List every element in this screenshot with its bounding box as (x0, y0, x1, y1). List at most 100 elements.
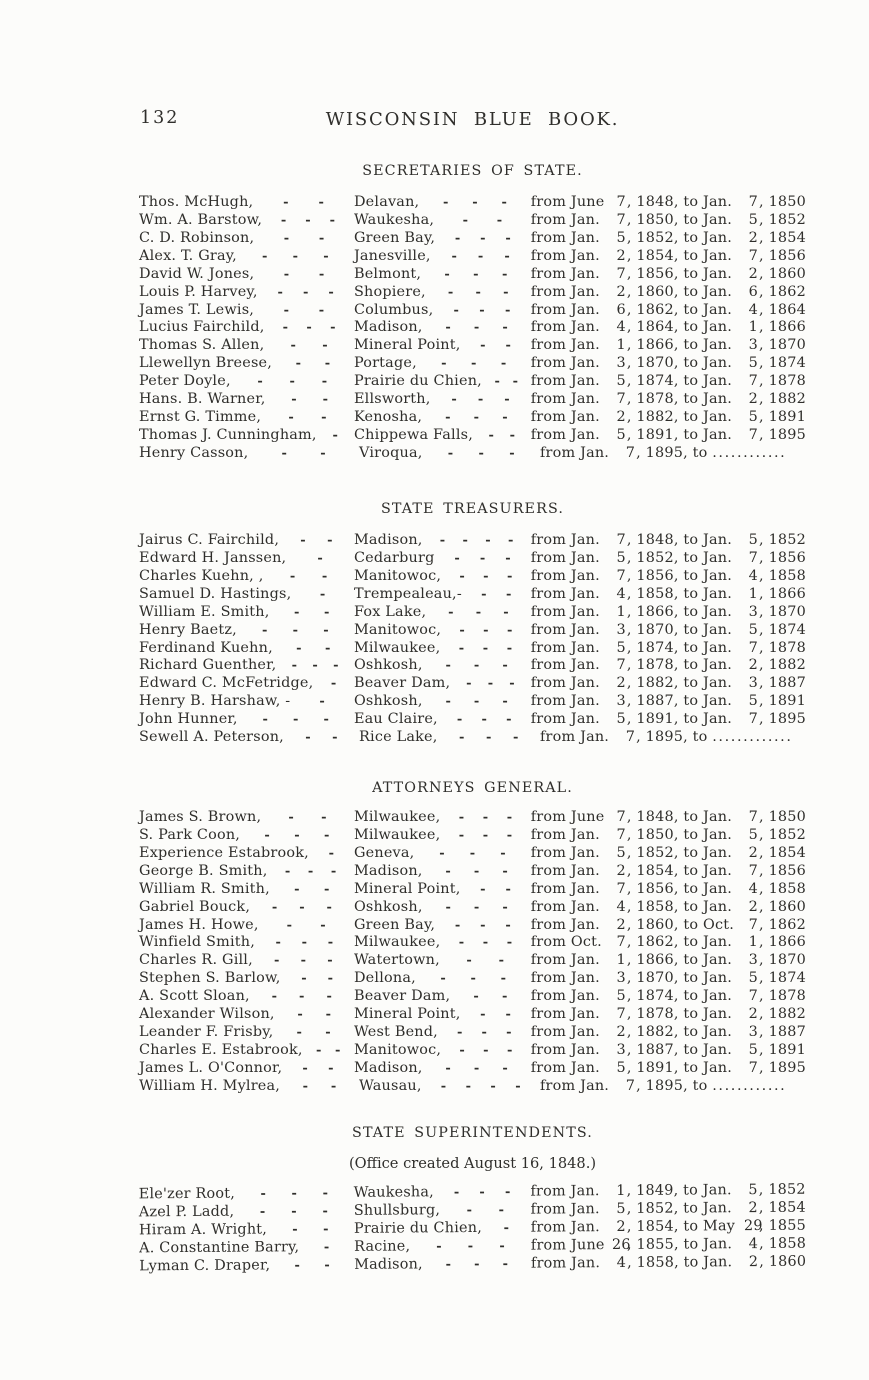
leader-dash: - (459, 1042, 465, 1058)
leader-dash: - (271, 899, 278, 915)
term-from-month: Jan. (570, 247, 600, 264)
officer-name-cell: Stephen S. Barlow, - - (139, 970, 354, 988)
leader-dash: - (334, 1042, 341, 1058)
leader-dashes: - (299, 1239, 354, 1257)
leader-dash: - (291, 392, 297, 408)
leader-dash: - (289, 568, 296, 584)
officer-name: Henry B. Harshaw, - (139, 693, 291, 710)
officer-city: Kenosha, (353, 409, 423, 426)
leader-dashes: --- (423, 863, 531, 881)
term-to-day: 2 (748, 657, 759, 674)
officer-city-cell: Mineral Point, - - (354, 1006, 531, 1024)
leader-dash: - (439, 845, 445, 861)
leader-dashes: ---- (422, 1078, 540, 1096)
officer-name: Richard Guenther, (139, 657, 277, 674)
leader-dashes: -- (280, 1078, 359, 1096)
leader-dashes: --- (423, 1255, 531, 1274)
officer-name: Gabriel Bouck, (139, 898, 251, 915)
leader-dash: - (447, 445, 454, 461)
leader-dash: - (327, 971, 334, 987)
leader-dash: - (504, 392, 510, 408)
officer-term: from Jan. 3, 1887, to Jan. 5, 1891 (530, 693, 806, 710)
leader-dashes: --- (438, 729, 540, 747)
term-from-day: 5 (616, 229, 626, 246)
officer-term: from Jan. 2, 1854, to May 29, 1855 (530, 1217, 807, 1236)
leader-dash: - (506, 568, 513, 584)
term-from-day: 3 (616, 693, 626, 710)
term-from-day: 7 (616, 211, 626, 228)
leader-dashes: --- (426, 284, 531, 302)
leader-dash: - (445, 1060, 452, 1076)
leader-dash: - (445, 658, 452, 674)
leader-dash: - (479, 550, 486, 566)
term-to-month: Jan. (703, 567, 733, 584)
leader-dashes: -- (272, 355, 354, 373)
officer-row: Louis P. Harvey, - - - Shopiere, - - - from Jan.… (139, 284, 806, 302)
term-to-day: 2 (748, 1199, 758, 1216)
term-from-day: 7 (616, 934, 626, 951)
leader-dashes: --- (423, 1060, 531, 1078)
term-to-month: Jan. (702, 1200, 732, 1217)
leader-dash: - (289, 374, 296, 390)
officer-row: Leander F. Frisby, - - West Bend, - - - from Ja… (139, 1024, 806, 1042)
term-to-day: 2 (748, 391, 759, 408)
term-to-day: 3 (748, 1024, 759, 1041)
term-from-day: 7 (616, 567, 626, 584)
leader-dashes: -- (267, 1221, 354, 1240)
term-to-day: 4 (748, 880, 759, 897)
officer-city-cell: Fox Lake, - - - (354, 604, 531, 622)
leader-dash: - (506, 622, 513, 638)
leader-dash: - (456, 1025, 463, 1041)
officer-city-cell: Wausau, - - - - (359, 1078, 540, 1096)
leader-dashes: --- (433, 302, 530, 320)
leader-dash: - (480, 881, 486, 897)
term-from-month: Jan. (570, 988, 600, 1005)
leader-dash: - (439, 533, 446, 548)
leader-dash: - (312, 658, 318, 674)
leader-dash: - (291, 658, 298, 674)
leader-dashes: -- (273, 1024, 353, 1042)
leader-dash: - (318, 230, 325, 246)
term-from-month: Jan. (570, 265, 600, 282)
officer-row: Henry Baetz, - - - Manitowoc, - - - from Jan. 3, … (139, 622, 806, 640)
leader-dash: - (323, 248, 329, 264)
officer-city-cell: Madison, - - - (354, 863, 531, 881)
officer-name-cell: Sewell A. Peterson, - - (139, 729, 359, 747)
leader-dash: - (488, 427, 495, 443)
leader-dash: - (459, 622, 465, 638)
officer-city: Mineral Point, (353, 1006, 461, 1023)
leader-dashes: - (482, 1219, 531, 1237)
term-from-month: Jan. (570, 337, 600, 354)
leader-dash: - (330, 320, 336, 336)
term-from-day: 2 (616, 247, 626, 264)
term-from-month: Jan. (570, 229, 600, 246)
leader-dash: - (281, 445, 288, 461)
term-from-month: Jan. (570, 1059, 600, 1076)
term-to-month: Jan. (703, 711, 733, 728)
leader-dash: - (498, 1202, 505, 1218)
term-to-month: Jan. (703, 301, 733, 318)
leader-dash: - (483, 622, 489, 638)
officer-term: from Jan. 2, 1860, to Jan. 6, 1862 (530, 283, 806, 300)
officer-city: Oshkosh, (353, 898, 423, 915)
leader-dash: - (462, 533, 469, 548)
leader-dash: - (502, 410, 508, 426)
term-to-month: Jan. (703, 880, 733, 897)
term-to-day: 7 (748, 639, 759, 656)
term-from-day: 6 (616, 301, 626, 318)
term-to-month: Jan. (703, 898, 733, 915)
leader-dash: - (503, 284, 509, 300)
officer-row: William H. Mylrea, - - Wausau, - - - - from Jan.… (139, 1078, 806, 1096)
term-to-day: 3 (748, 337, 759, 354)
officer-term: from Jan. 5, 1852, to Jan. 2, 1854 (530, 1199, 806, 1218)
officer-city-cell: Belmont, - - - (354, 266, 531, 284)
officer-city-cell: Shopiere, - - - (354, 284, 531, 302)
officer-row: Richard Guenther, - - - Oshkosh, - - - from Jan.… (139, 657, 806, 675)
term-from-day: 1 (616, 603, 626, 620)
officer-term: from Jan. 2, 1860, to Oct. 7, 1862 (530, 916, 806, 933)
leader-dash: - (328, 845, 335, 861)
leader-dashes: --- (258, 284, 354, 302)
officer-city: Madison, (353, 1059, 423, 1076)
leader-dash: - (302, 284, 309, 300)
leader-dashes: --- (265, 319, 354, 337)
